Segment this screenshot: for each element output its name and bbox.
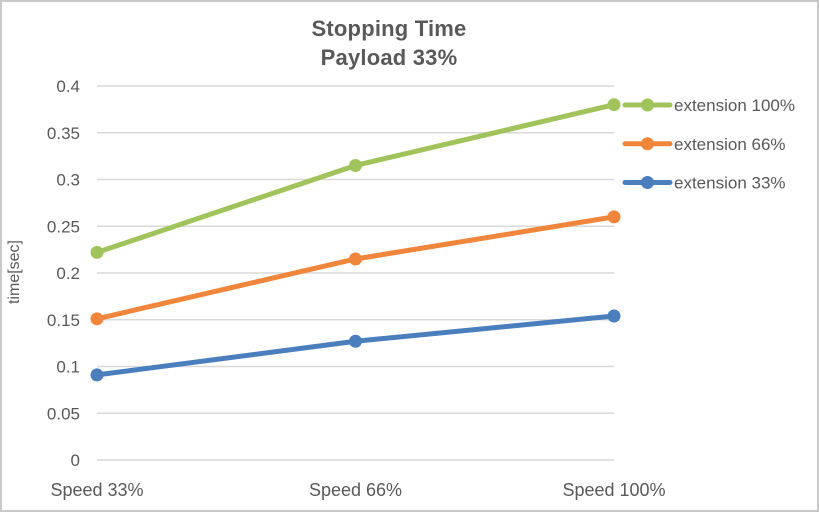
y-tick-label: 0.1 [56, 358, 80, 377]
y-tick-label: 0.15 [47, 311, 80, 330]
data-point-marker [90, 312, 104, 326]
chart-title-line1: Stopping Time [311, 16, 467, 41]
data-point-marker [607, 98, 621, 112]
data-point-marker [90, 368, 104, 382]
legend-key-marker [641, 137, 654, 151]
data-point-marker [607, 210, 621, 224]
y-tick-label: 0 [71, 451, 80, 470]
data-point-marker [607, 309, 621, 323]
legend-label: extension 66% [674, 135, 786, 154]
data-point-marker [349, 252, 362, 266]
y-tick-label: 0.05 [47, 404, 80, 423]
y-tick-label: 0.35 [47, 124, 80, 143]
legend-key-marker [641, 176, 654, 189]
legend-key-marker [641, 98, 654, 112]
data-point-marker [90, 245, 104, 259]
legend-label: extension 100% [674, 96, 795, 115]
chart-title: Stopping Time Payload 33% [39, 14, 739, 72]
data-point-marker [349, 158, 362, 172]
y-tick-label: 0.3 [56, 171, 80, 190]
y-tick-label: 0.2 [56, 264, 80, 283]
y-tick-label: 0.25 [47, 217, 80, 236]
x-category-label: Speed 33% [50, 480, 143, 500]
series-line-extension-66- [94, 214, 617, 322]
y-axis-title: time[sec] [6, 239, 23, 305]
chart-title-line2: Payload 33% [320, 45, 458, 70]
data-point-marker [349, 334, 362, 348]
x-category-label: Speed 100% [562, 480, 665, 500]
legend-label: extension 33% [674, 174, 786, 193]
x-category-label: Speed 66% [309, 480, 402, 500]
y-tick-label: 0.4 [56, 77, 80, 96]
